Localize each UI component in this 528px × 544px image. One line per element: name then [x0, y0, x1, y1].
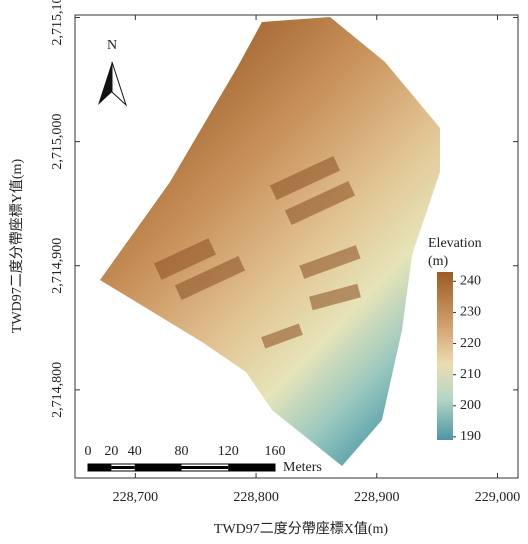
y-tick-label: 2,715,100 — [50, 0, 65, 45]
x-tick-label: 228,800 — [233, 490, 279, 505]
colorbar-tick-label: 220 — [460, 336, 481, 351]
scalebar-unit: Meters — [283, 460, 322, 475]
colorbar-tick-label: 230 — [460, 305, 481, 320]
scalebar-segment — [181, 466, 229, 469]
colorbar-tick-label: 210 — [460, 367, 481, 382]
scalebar-label: 120 — [218, 444, 239, 459]
y-tick-label: 2,714,800 — [50, 362, 65, 418]
scalebar-segment — [134, 464, 182, 471]
scalebar-segment — [111, 466, 135, 469]
colorbar-tick-label: 200 — [460, 398, 481, 413]
north-label: N — [107, 38, 117, 53]
map-frame — [74, 14, 519, 479]
y-tick-label: 2,715,000 — [50, 114, 65, 170]
x-tick-label: 228,700 — [113, 490, 159, 505]
scalebar-segment — [228, 464, 275, 471]
colorbar-tick-label: 240 — [460, 274, 481, 289]
scalebar-label: 0 — [85, 444, 92, 459]
elevation-raster — [100, 17, 440, 466]
y-axis-title: TWD97二度分帶座標Y值(m) — [9, 159, 25, 334]
colorbar-tick-label: 190 — [460, 429, 481, 444]
scalebar-segment — [88, 464, 112, 471]
colorbar-title: Elevation — [428, 236, 482, 251]
x-tick-label: 229,000 — [475, 490, 521, 505]
scalebar-label: 40 — [128, 444, 142, 459]
scalebar-label: 20 — [104, 444, 118, 459]
buildings — [154, 155, 361, 349]
x-tick-label: 228,900 — [354, 490, 400, 505]
colorbar — [437, 272, 453, 440]
colorbar-title: (m) — [428, 254, 449, 269]
x-axis-title: TWD97二度分帶座標X值(m) — [214, 521, 389, 537]
y-tick-label: 2,714,900 — [50, 238, 65, 294]
scalebar-label: 160 — [265, 444, 286, 459]
north-arrow: N — [98, 38, 128, 107]
scalebar-label: 80 — [175, 444, 189, 459]
